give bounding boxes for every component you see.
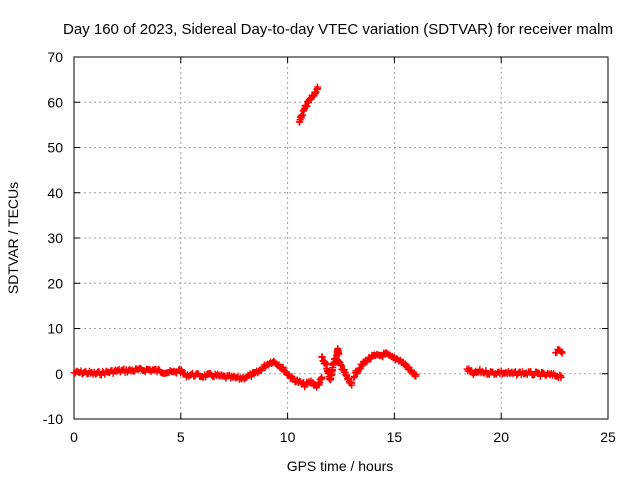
chart-title: Day 160 of 2023, Sidereal Day-to-day VTE… [63, 21, 613, 38]
data-series-segment [463, 365, 565, 382]
x-tick-label: 5 [177, 429, 185, 445]
data-points [70, 83, 566, 391]
data-series-segment [70, 364, 181, 379]
data-series-segment [552, 345, 566, 357]
y-tick-label: 30 [47, 230, 63, 246]
x-tick-label: 20 [493, 429, 509, 445]
y-tick-label: 0 [55, 366, 63, 382]
y-axis-label: SDTVAR / TECUs [5, 182, 21, 294]
y-tick-label: 50 [47, 140, 63, 156]
data-point [412, 372, 420, 380]
y-tick-label: -10 [43, 411, 63, 427]
x-tick-label: 15 [387, 429, 403, 445]
x-tick-label: 10 [280, 429, 296, 445]
x-tick-label: 0 [70, 429, 78, 445]
data-point [314, 85, 322, 93]
data-point [557, 372, 565, 380]
y-tick-label: 70 [47, 49, 63, 65]
x-axis-label: GPS time / hours [287, 458, 394, 474]
data-point [350, 374, 358, 382]
data-series-segment [175, 357, 326, 391]
data-point [279, 363, 287, 371]
axis-ticks: 0 5 10 15 20 25 -10 0 10 20 30 40 50 60 70 [43, 49, 616, 445]
data-point [348, 381, 356, 389]
y-tick-label: 10 [47, 321, 63, 337]
data-series-segment [350, 349, 420, 382]
y-tick-label: 40 [47, 185, 63, 201]
data-series-segment [333, 345, 343, 360]
x-tick-label: 25 [600, 429, 616, 445]
data-point [247, 373, 255, 381]
data-series-segment [295, 83, 322, 126]
plot-frame [73, 56, 609, 420]
data-point [536, 372, 544, 380]
data-point [335, 349, 343, 357]
data-series-segment [318, 353, 356, 389]
data-point [318, 374, 326, 382]
y-tick-label: 60 [47, 94, 63, 110]
y-tick-label: 20 [47, 275, 63, 291]
data-point [311, 90, 319, 98]
data-point [558, 348, 566, 356]
data-point [356, 365, 364, 373]
